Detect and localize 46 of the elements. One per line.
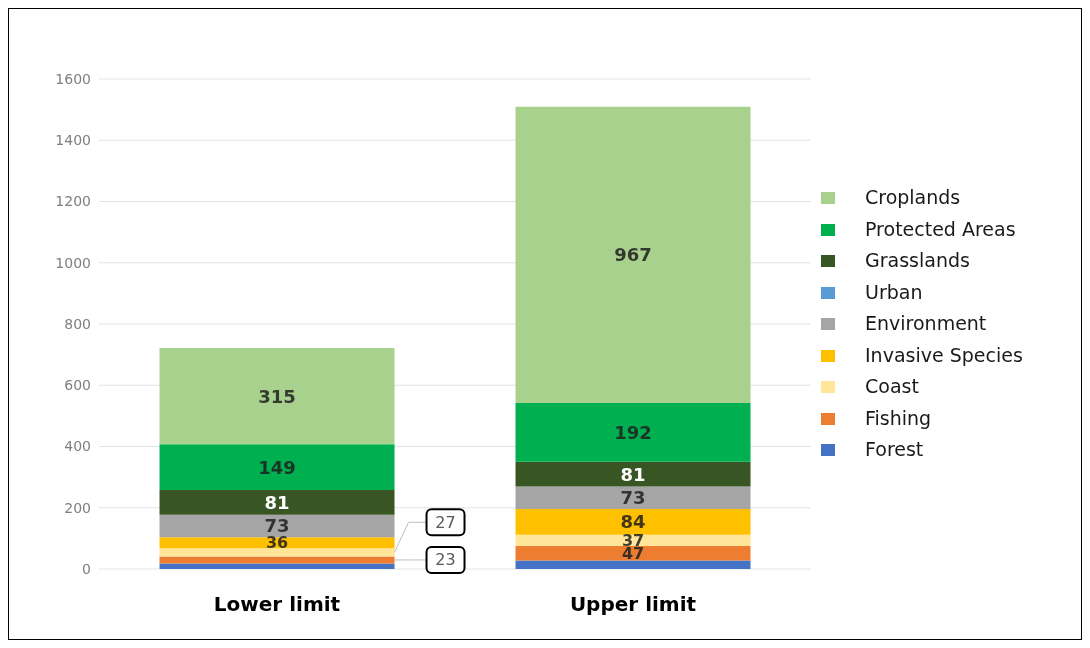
legend-label: Croplands bbox=[865, 185, 961, 211]
bar bbox=[515, 534, 751, 547]
bar bbox=[159, 514, 395, 538]
data-label: 27 bbox=[435, 512, 456, 532]
bar bbox=[159, 489, 395, 515]
bar bbox=[515, 508, 751, 535]
legend-label: Forest bbox=[865, 437, 924, 463]
bar bbox=[159, 548, 395, 557]
data-label: 81 bbox=[620, 463, 646, 485]
data-label: 84 bbox=[620, 511, 646, 533]
data-label: 23 bbox=[435, 550, 456, 570]
x-tick-label: Upper limit bbox=[569, 592, 697, 617]
bar bbox=[515, 560, 751, 569]
bar bbox=[515, 461, 751, 487]
y-tick-label: 400 bbox=[64, 438, 91, 455]
bar bbox=[515, 546, 751, 561]
legend-label: Protected Areas bbox=[865, 216, 1016, 242]
bar bbox=[159, 444, 395, 490]
y-tick-label: 1000 bbox=[55, 254, 91, 271]
bar bbox=[159, 347, 395, 445]
bar bbox=[515, 106, 751, 404]
bar bbox=[159, 556, 395, 564]
data-label: 967 bbox=[614, 244, 652, 266]
x-tick-label: Lower limit bbox=[213, 592, 341, 617]
y-tick-label: 800 bbox=[64, 315, 91, 332]
data-label: 192 bbox=[614, 421, 652, 443]
legend-label: Coast bbox=[865, 374, 919, 400]
data-label: 73 bbox=[620, 487, 646, 509]
bar bbox=[515, 403, 751, 462]
y-tick-label: 1600 bbox=[55, 70, 91, 87]
bar bbox=[515, 486, 751, 509]
y-tick-label: 1400 bbox=[55, 132, 91, 149]
y-tick-label: 600 bbox=[64, 377, 91, 394]
data-label: 81 bbox=[264, 491, 290, 513]
bar bbox=[159, 537, 395, 549]
legend-label: Environment bbox=[865, 311, 987, 337]
legend-label: Grasslands bbox=[865, 248, 970, 274]
y-tick-label: 0 bbox=[82, 560, 91, 577]
y-tick-label: 1200 bbox=[55, 193, 91, 210]
bar bbox=[159, 563, 395, 569]
legend-label: Fishing bbox=[865, 405, 932, 431]
data-label: 149 bbox=[258, 456, 296, 478]
legend-label: Invasive Species bbox=[865, 342, 1023, 368]
data-label: 315 bbox=[258, 385, 296, 407]
y-tick-label: 200 bbox=[64, 499, 91, 516]
legend-label: Urban bbox=[865, 279, 923, 305]
